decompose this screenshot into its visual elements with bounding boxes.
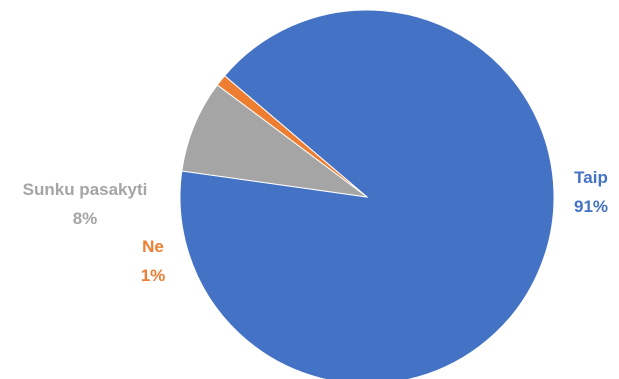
slice-value-taip: 91% [574,197,608,216]
pie-slice-sunku-pasakyti [181,84,368,198]
slice-label-ne: Ne 1% [141,237,166,285]
slice-value-ne: 1% [141,266,166,285]
slice-label-taip: Taip 91% [574,168,608,216]
slice-category-ne: Ne [142,237,164,256]
pie-slices [179,9,555,379]
slice-category-taip: Taip [574,168,608,187]
slice-category-sunku-pasakyti: Sunku pasakyti [23,180,148,199]
slice-label-sunku-pasakyti: Sunku pasakyti 8% [23,180,148,228]
slice-value-sunku-pasakyti: 8% [73,209,98,228]
pie-slice-taip [179,9,555,379]
